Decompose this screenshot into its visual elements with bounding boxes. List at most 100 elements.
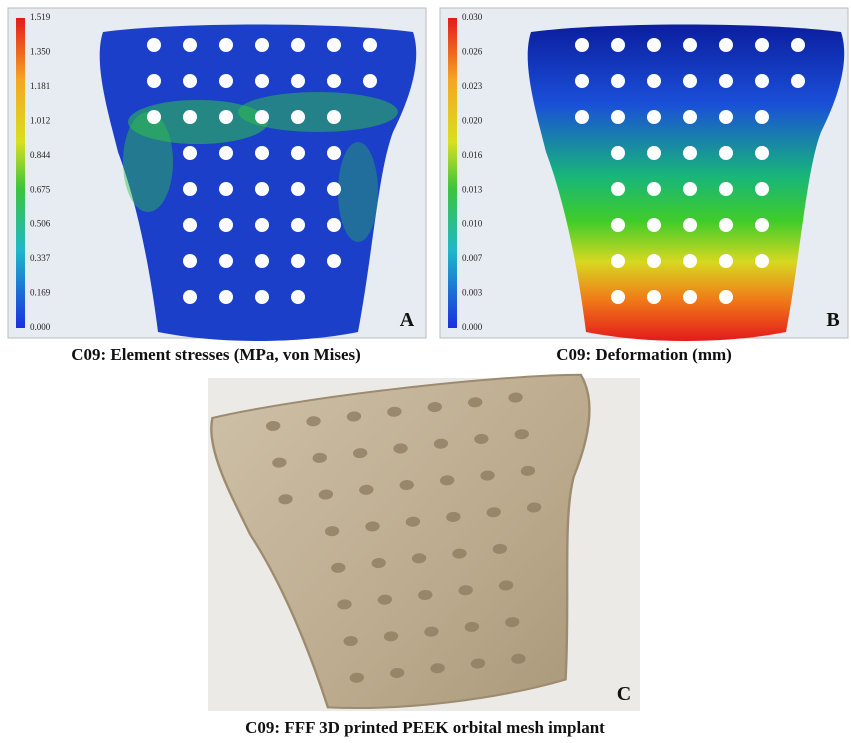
colorbar-tick-label: 0.003 — [462, 288, 483, 298]
hole — [327, 218, 341, 232]
colorbar-tick-label: 0.675 — [30, 184, 51, 194]
hole — [611, 146, 625, 160]
colorbar-tick-label: 0.020 — [462, 115, 483, 125]
hole — [255, 74, 269, 88]
hole — [683, 182, 697, 196]
hole — [611, 38, 625, 52]
hole — [755, 182, 769, 196]
hole — [755, 254, 769, 268]
hole — [255, 110, 269, 124]
colorbar-tick-label: 1.519 — [30, 12, 51, 22]
hole — [363, 74, 377, 88]
hole — [327, 254, 341, 268]
hole — [255, 218, 269, 232]
hole — [255, 146, 269, 160]
hole — [291, 74, 305, 88]
hole — [683, 38, 697, 52]
figure: A B C C09: Element stresses (MPa, von Mi… — [0, 0, 851, 743]
hole — [611, 182, 625, 196]
hole — [683, 110, 697, 124]
caption: C09: Element stresses (MPa, von Mises) — [71, 345, 361, 364]
hole — [611, 290, 625, 304]
hole — [147, 74, 161, 88]
colorbar-tick-label: 0.013 — [462, 184, 483, 194]
hole — [291, 290, 305, 304]
panel-letter: A — [400, 309, 415, 331]
hole — [219, 74, 233, 88]
hole — [683, 146, 697, 160]
hole — [611, 110, 625, 124]
colorbar-tick-label: 0.030 — [462, 12, 483, 22]
hole — [647, 254, 661, 268]
hole — [719, 218, 733, 232]
colorbar-tick-label: 0.023 — [462, 81, 483, 91]
hole — [219, 146, 233, 160]
colorbar-tick-label: 0.169 — [30, 288, 51, 298]
hole — [611, 254, 625, 268]
hole — [183, 74, 197, 88]
hole — [647, 290, 661, 304]
hole — [647, 146, 661, 160]
hole — [219, 38, 233, 52]
hole — [147, 110, 161, 124]
colorbar-tick-label: 1.181 — [30, 81, 50, 91]
colorbar-tick-label: 0.007 — [462, 253, 483, 263]
hole — [683, 290, 697, 304]
hole — [291, 38, 305, 52]
hole — [611, 74, 625, 88]
hole — [291, 218, 305, 232]
hole — [755, 38, 769, 52]
hole — [219, 110, 233, 124]
hole — [755, 218, 769, 232]
hole — [327, 38, 341, 52]
hole — [719, 74, 733, 88]
hole — [647, 182, 661, 196]
hole — [183, 146, 197, 160]
hole — [291, 110, 305, 124]
colorbar-tick-label: 0.026 — [462, 47, 483, 57]
hole — [327, 182, 341, 196]
hole — [291, 146, 305, 160]
hole — [719, 38, 733, 52]
hole — [791, 74, 805, 88]
hole — [719, 290, 733, 304]
colorbar-tick-label: 1.012 — [30, 115, 50, 125]
hole — [183, 290, 197, 304]
hole — [327, 110, 341, 124]
colorbar-tick-label: 0.506 — [30, 219, 51, 229]
hole — [291, 182, 305, 196]
hole — [611, 218, 625, 232]
hole — [219, 254, 233, 268]
hole — [183, 218, 197, 232]
hole — [255, 38, 269, 52]
hole — [719, 254, 733, 268]
hole — [647, 38, 661, 52]
colorbar-b — [448, 18, 457, 328]
hole — [683, 74, 697, 88]
hole — [147, 38, 161, 52]
hole — [683, 254, 697, 268]
hole — [219, 218, 233, 232]
colorbar-tick-label: 0.844 — [30, 150, 51, 160]
hole — [575, 74, 589, 88]
hole — [291, 254, 305, 268]
colorbar-tick-label: 0.016 — [462, 150, 483, 160]
colorbar-tick-label: 1.350 — [30, 47, 51, 57]
panel-letter: B — [826, 309, 839, 331]
hole — [683, 218, 697, 232]
colorbar-a — [16, 18, 25, 328]
colorbar-tick-label: 0.010 — [462, 219, 483, 229]
caption: C09: Deformation (mm) — [556, 345, 732, 364]
hole — [719, 146, 733, 160]
hole — [255, 254, 269, 268]
hole — [327, 146, 341, 160]
hole — [183, 182, 197, 196]
hole — [183, 110, 197, 124]
hole — [255, 290, 269, 304]
hole — [363, 38, 377, 52]
hole — [647, 218, 661, 232]
hole — [575, 110, 589, 124]
panel-letter: C — [617, 683, 631, 705]
hole — [755, 74, 769, 88]
hole — [719, 110, 733, 124]
